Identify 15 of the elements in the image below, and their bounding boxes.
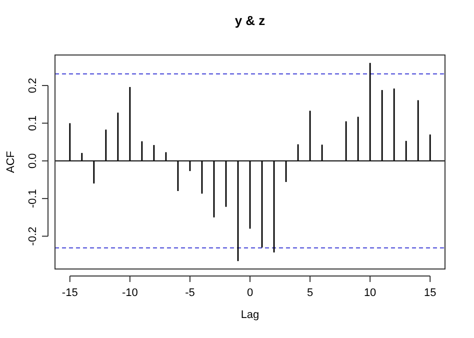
y-tick-label: 0.0 xyxy=(27,153,39,169)
y-tick-label: -0.1 xyxy=(27,189,39,208)
chart-title: y & z xyxy=(234,13,266,28)
x-tick-label: -5 xyxy=(185,287,195,299)
x-tick-label: 10 xyxy=(364,287,376,299)
y-tick-label: 0.1 xyxy=(27,116,39,131)
y-tick-label: 0.2 xyxy=(27,78,39,94)
x-tick-label: -10 xyxy=(122,287,138,299)
x-tick-label: 5 xyxy=(306,287,314,299)
y-tick-label: -0.2 xyxy=(27,226,39,246)
y-axis-title: ACF xyxy=(5,150,17,173)
x-tick-label: -15 xyxy=(62,287,78,299)
x-tick-label: 15 xyxy=(424,287,436,299)
x-tick-label: 0 xyxy=(246,287,254,299)
x-axis-title: Lag xyxy=(240,309,260,321)
